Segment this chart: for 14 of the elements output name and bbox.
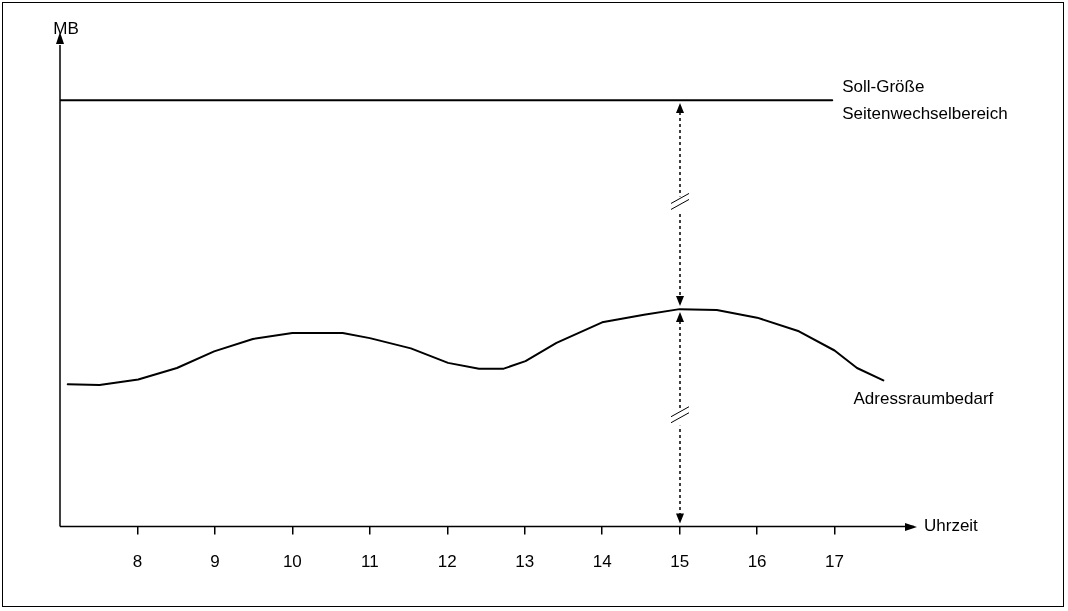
series-label: Soll-Größe Seitenwechselbereich bbox=[842, 76, 1008, 123]
x-tick-label: 13 bbox=[515, 552, 535, 572]
x-tick-label: 10 bbox=[282, 552, 302, 572]
y-axis-title: MB bbox=[53, 18, 79, 38]
x-tick-label: 17 bbox=[825, 552, 845, 572]
x-tick-label: 15 bbox=[670, 552, 690, 572]
x-axis-title: Uhrzeit bbox=[924, 516, 979, 536]
x-tick-label: 16 bbox=[747, 552, 767, 572]
x-tick-label: 14 bbox=[592, 552, 612, 572]
x-tick-label: 12 bbox=[437, 552, 457, 572]
x-tick-label: 9 bbox=[210, 552, 220, 572]
series-label: Adressraumbedarf bbox=[853, 388, 994, 408]
x-tick-label: 8 bbox=[132, 552, 143, 572]
x-tick-label: 11 bbox=[360, 552, 379, 572]
